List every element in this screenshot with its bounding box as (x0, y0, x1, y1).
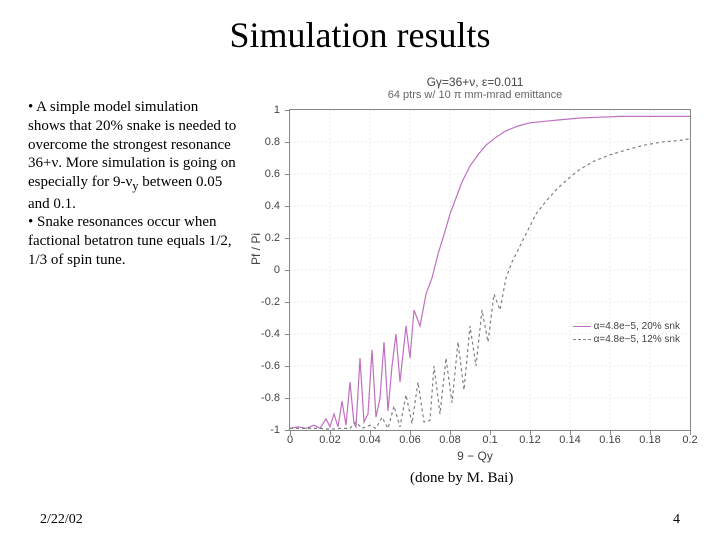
y-axis-label: Pf / Pi (249, 233, 263, 265)
bullet-2: • Snake resonances occur when factional … (28, 214, 232, 268)
legend-item: α=4.8e−5, 20% snk (573, 320, 680, 333)
body-text: • A simple model simulation shows that 2… (28, 98, 238, 270)
slide: Simulation results • A simple model simu… (0, 0, 720, 540)
legend-item: α=4.8e−5, 12% snk (573, 333, 680, 346)
chart-title: Gγ=36+ν, ε=0.011 (245, 75, 705, 89)
slide-title: Simulation results (0, 14, 720, 56)
footer-date: 2/22/02 (40, 512, 83, 528)
credit-text: (done by M. Bai) (410, 470, 513, 487)
plot-area: -1-0.8-0.6-0.4-0.200.20.40.60.81 00.020.… (289, 109, 691, 431)
x-axis-label: 9 − Qy (245, 449, 705, 463)
curves-svg (290, 110, 690, 430)
chart: Gγ=36+ν, ε=0.011 64 ptrs w/ 10 π mm-mrad… (245, 75, 705, 465)
footer-page: 4 (673, 512, 680, 528)
legend: α=4.8e−5, 20% snkα=4.8e−5, 12% snk (573, 320, 680, 346)
chart-subtitle: 64 ptrs w/ 10 π mm-mrad emittance (245, 89, 705, 101)
